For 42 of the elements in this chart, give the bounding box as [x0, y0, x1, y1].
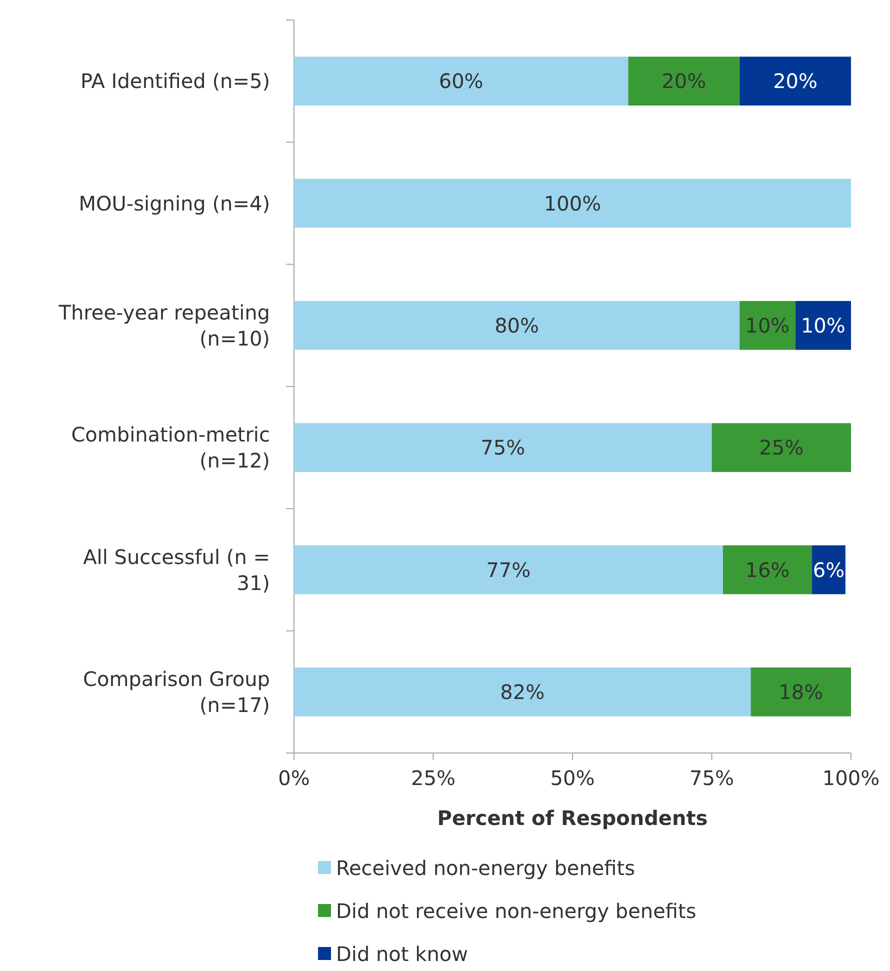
y-tick-label: Combination-metric (n=12) [71, 422, 270, 473]
bar [294, 667, 751, 716]
y-tick-label: MOU-signing (n=4) [78, 191, 270, 216]
x-axis-title: Percent of Respondents [437, 806, 708, 830]
y-tick-label: Three-year repeating (n=10) [58, 300, 270, 350]
bar [740, 300, 796, 350]
legend-label: Did not receive non-energy benefits [336, 899, 696, 923]
bar [294, 56, 628, 106]
data-label: 18% [778, 680, 824, 704]
data-label: 25% [759, 436, 804, 460]
y-tick-label: PA Identified (n=5) [80, 69, 270, 94]
bar [795, 300, 851, 350]
data-label: 100% [544, 191, 602, 216]
data-label: 77% [486, 558, 531, 582]
bar [294, 423, 712, 472]
bar [722, 545, 812, 594]
bar [628, 56, 740, 106]
bar [712, 423, 851, 472]
x-tick-label: 0% [278, 766, 310, 790]
bar [294, 545, 723, 594]
bar [294, 300, 740, 350]
data-label: 10% [745, 313, 790, 338]
bar [750, 667, 851, 716]
data-label: 80% [494, 313, 540, 338]
data-label: 82% [500, 680, 545, 704]
x-tick-label: 50% [550, 766, 595, 790]
data-label: 10% [800, 313, 846, 338]
data-label: 6% [812, 558, 845, 582]
data-label: 20% [773, 69, 818, 94]
y-tick-label: All Successful (n = 31) [83, 544, 270, 595]
legend-label: Received non-energy benefits [336, 856, 636, 880]
bar [294, 178, 851, 228]
data-label: 60% [438, 69, 484, 94]
data-label: 20% [662, 69, 706, 94]
x-tick-label: 75% [690, 766, 734, 790]
data-label: 75% [480, 436, 526, 460]
x-tick-label: 25% [411, 766, 456, 790]
x-tick-label: 100% [822, 766, 880, 790]
bar [740, 56, 851, 106]
y-tick-label: Comparison Group (n=17) [83, 666, 270, 717]
data-label: 16% [745, 558, 790, 582]
legend-label: Did not know [336, 942, 468, 966]
